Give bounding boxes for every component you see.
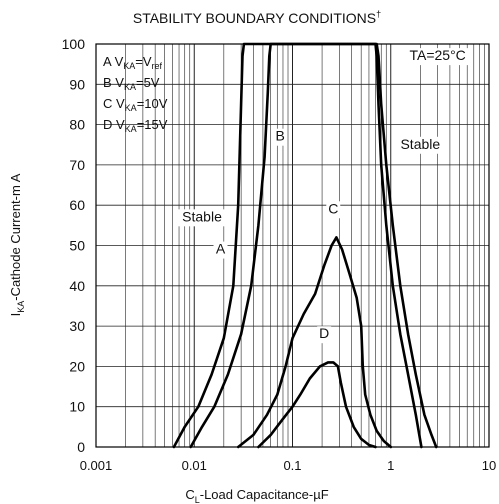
legend-entry: B VKA=5V bbox=[103, 75, 160, 92]
legend-entry: A VKA=Vref bbox=[103, 54, 163, 71]
annotation-bg bbox=[273, 128, 288, 146]
y-tick-label: 80 bbox=[69, 117, 85, 133]
y-tick-label: 70 bbox=[69, 157, 85, 173]
annotation-bg bbox=[175, 209, 230, 227]
x-tick-label: 0.001 bbox=[80, 458, 113, 473]
annotations: TA=25°C Stable Stable A B C D bbox=[175, 47, 469, 344]
annotation-label: Stable bbox=[400, 136, 440, 152]
y-tick-label: 100 bbox=[62, 36, 86, 52]
annotation-label: A bbox=[216, 241, 226, 257]
x-tick-label: 1 bbox=[387, 458, 394, 473]
annotation-label: TA=25°C bbox=[409, 47, 465, 63]
x-axis-label: CL-Load Capacitance-µF bbox=[185, 487, 328, 504]
legend-entry: C VKA=10V bbox=[103, 96, 168, 113]
annotation-label: Stable bbox=[182, 208, 222, 224]
annotation-bg bbox=[406, 48, 469, 66]
y-axis-label: IKA-Cathode Current-m A bbox=[8, 173, 26, 316]
y-tick-label: 10 bbox=[69, 399, 85, 415]
y-tick-label: 90 bbox=[69, 76, 85, 92]
series-line-c bbox=[236, 236, 393, 449]
y-tick-label: 30 bbox=[69, 318, 85, 334]
chart-title: STABILITY BOUNDARY CONDITIONS† bbox=[133, 9, 381, 26]
annotation-label: B bbox=[276, 128, 285, 144]
y-tick-label: 50 bbox=[69, 238, 85, 254]
annotation-bg bbox=[213, 241, 228, 259]
annotation-label: D bbox=[319, 325, 329, 341]
series-line-d bbox=[257, 361, 377, 449]
annotation-bg bbox=[326, 201, 341, 219]
x-tick-label: 0.1 bbox=[283, 458, 301, 473]
x-tick-label: 0.01 bbox=[182, 458, 207, 473]
plot-frame bbox=[95, 43, 490, 448]
y-tick-label: 20 bbox=[69, 358, 85, 374]
x-tick-label: 10 bbox=[482, 458, 496, 473]
y-tick-label: 0 bbox=[77, 439, 85, 455]
axis-ticks: 0 10 20 30 40 50 60 70 80 90 100 0.001 0.01 0.1 1 10 bbox=[62, 36, 497, 473]
annotation-bg bbox=[317, 326, 332, 344]
legend-entry: D VKA=15V bbox=[103, 117, 168, 134]
annotation-bg bbox=[393, 136, 448, 154]
annotation-label: C bbox=[328, 200, 338, 216]
y-tick-label: 40 bbox=[69, 278, 85, 294]
y-tick-label: 60 bbox=[69, 197, 85, 213]
legend: A VKA=Vref B VKA=5V C VKA=10V D VKA=15V bbox=[103, 54, 168, 134]
